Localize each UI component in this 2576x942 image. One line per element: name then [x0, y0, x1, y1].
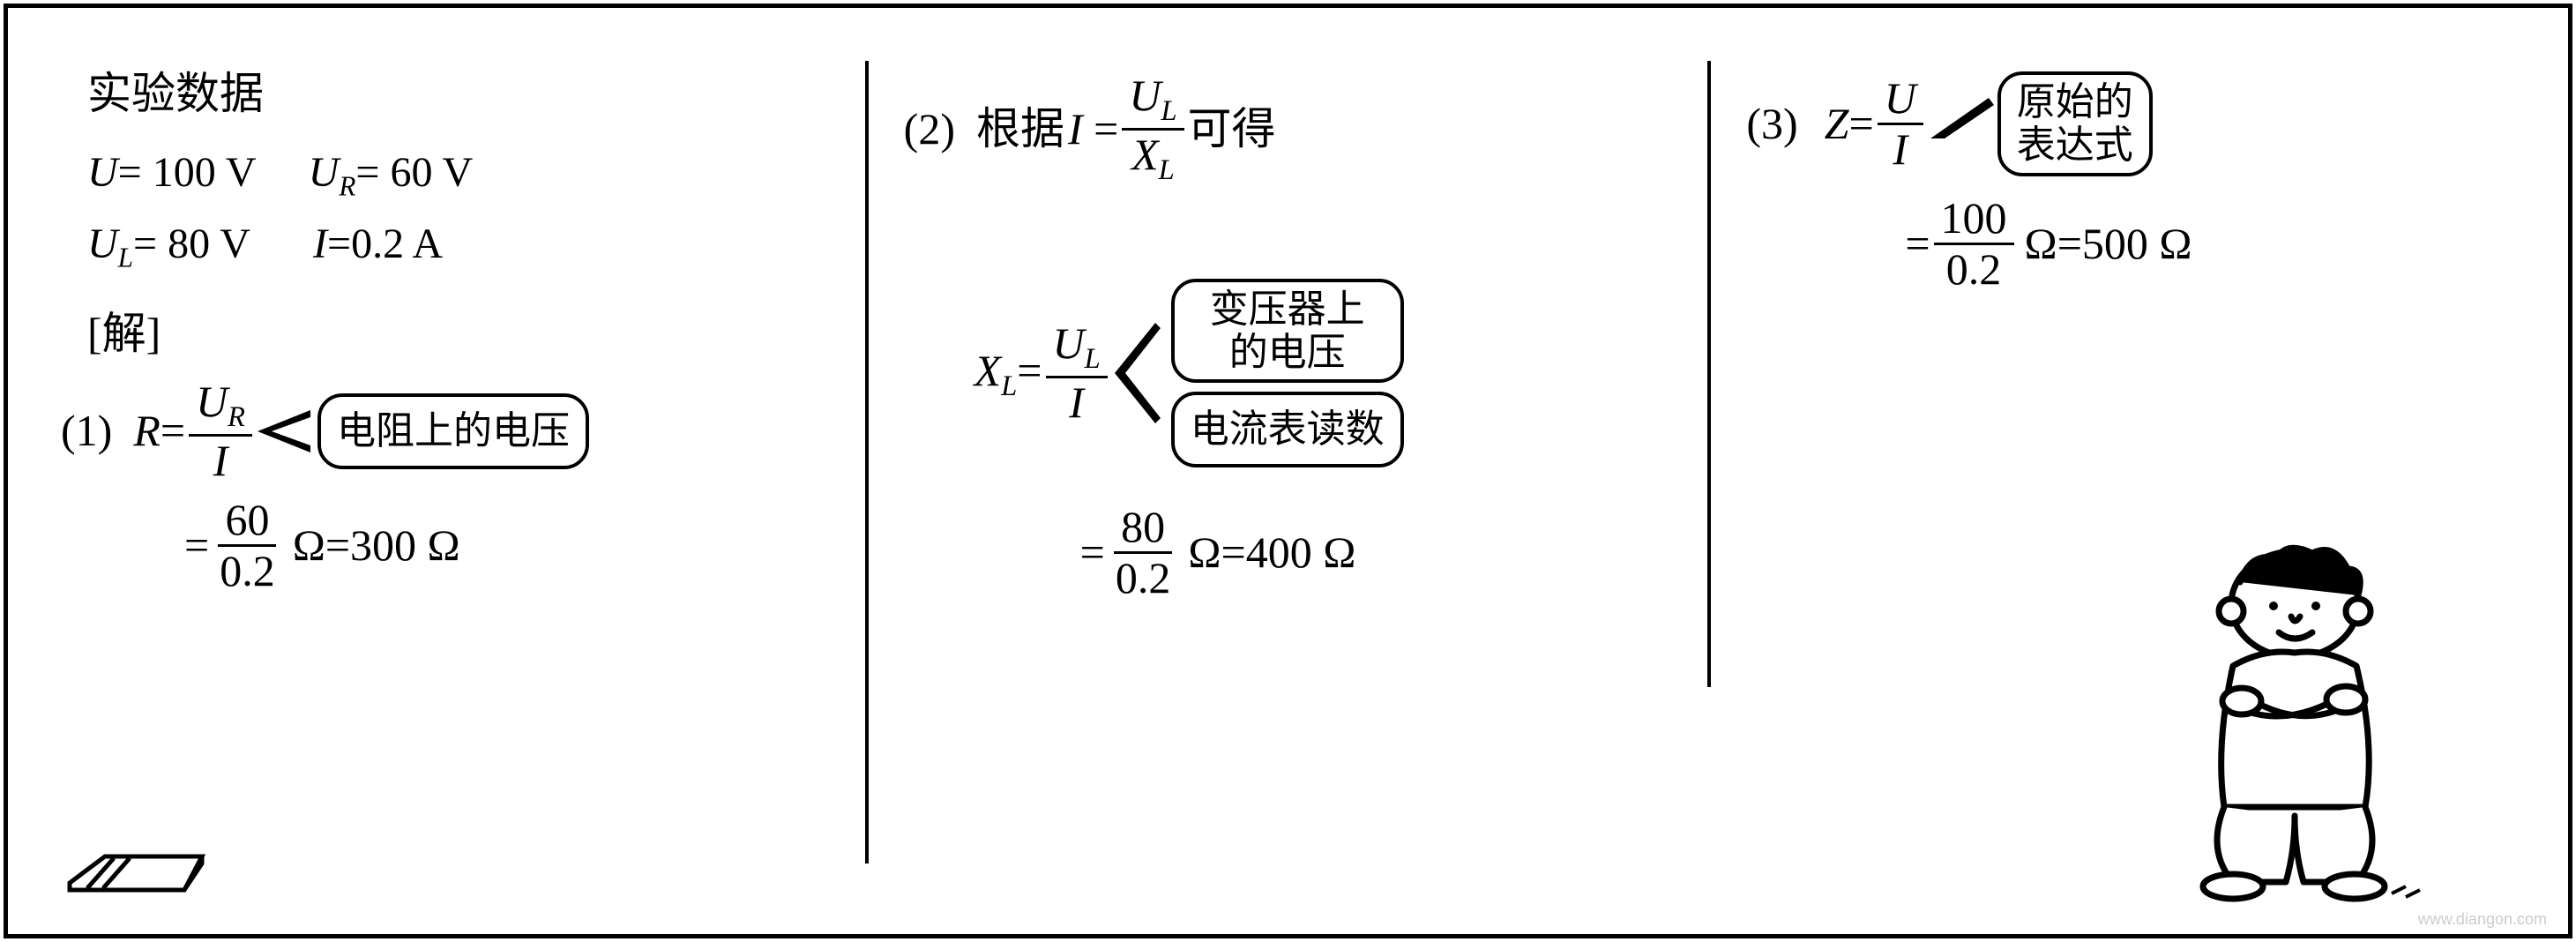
watermark-text: www.diangon.com: [2418, 910, 2547, 929]
pointer-icon: [256, 405, 317, 458]
panel3-eq: (3) Z= U I 原始的表达式: [1746, 71, 2515, 176]
val-I: I=0.2 A: [313, 221, 443, 267]
intro-pre: 根据: [976, 96, 1064, 162]
intro-var: I =: [1068, 96, 1118, 162]
panel-3: (3) Z= U I 原始的表达式 = 100 0.2 Ω=500 Ω: [1711, 43, 2550, 916]
panel3-calc: = 100 0.2 Ω=500 Ω: [1905, 194, 2515, 294]
eq1-frac: UR I: [189, 378, 252, 485]
calc3-eq: =: [1905, 211, 1930, 277]
calc2-frac: 80 0.2: [1109, 503, 1178, 602]
book-icon: [61, 821, 220, 901]
calc1-eq: =: [184, 512, 209, 579]
calc3-frac: 100 0.2: [1934, 194, 2014, 294]
calc1-frac: 60 0.2: [213, 496, 282, 595]
panel1-data-row-2: UL= 80 V I=0.2 A: [87, 213, 830, 279]
panel1-heading: 实验数据: [87, 61, 830, 127]
intro-frac: UL XL: [1122, 71, 1183, 187]
eq3-lhs: Z=: [1825, 91, 1874, 157]
person-icon: [2127, 534, 2445, 904]
eq2-frac: UL I: [1046, 319, 1108, 427]
solve-label: [解]: [87, 301, 830, 367]
fork-pointer-icon: [1111, 307, 1164, 439]
panel2-intro: (2) 根据 I = UL XL 可得: [904, 71, 1673, 187]
panel1-data-row-1: U= 100 V UR= 60 V: [87, 141, 830, 207]
step1-label: (1): [61, 398, 112, 464]
step2-label: (2): [904, 96, 955, 162]
calc2-result: Ω=400 Ω: [1188, 520, 1355, 586]
callout-stack: 变压器上的电压 电流表读数: [1171, 279, 1404, 468]
pointer-icon-3: [1927, 93, 1997, 154]
callout-ammeter-reading: 电流表读数: [1171, 392, 1404, 467]
callout-transformer-voltage: 变压器上的电压: [1171, 279, 1404, 384]
eq1-lhs: R=: [133, 398, 185, 464]
eq2-lhs: XL=: [974, 338, 1042, 408]
callout-original-expression: 原始的表达式: [1997, 71, 2153, 176]
panel2-eq: XL= UL I 变压器上的电压 电流表读数: [974, 279, 1673, 468]
callout-resistor-voltage: 电阻上的电压: [317, 393, 589, 469]
panel-1: 实验数据 U= 100 V UR= 60 V UL= 80 V I=0.2 A …: [26, 43, 865, 916]
calc2-eq: =: [1080, 520, 1105, 586]
calc3-result: Ω=500 Ω: [2025, 211, 2192, 277]
intro-post: 可得: [1188, 96, 1276, 162]
panel1-eq1: (1) R= UR I 电阻上的电压: [61, 378, 830, 485]
val-UL: UL= 80 V: [87, 221, 250, 267]
panel-2: (2) 根据 I = UL XL 可得 XL= UL I 变压器上的电压 电流表…: [869, 43, 1708, 916]
val-U: U= 100 V: [87, 149, 256, 196]
panel2-calc: = 80 0.2 Ω=400 Ω: [1080, 503, 1673, 602]
eq3-frac: U I: [1878, 74, 1923, 174]
outer-frame: 实验数据 U= 100 V UR= 60 V UL= 80 V I=0.2 A …: [4, 4, 2572, 938]
panel1-calc: = 60 0.2 Ω=300 Ω: [184, 496, 830, 595]
val-UR: UR= 60 V: [309, 149, 474, 196]
calc1-result: Ω=300 Ω: [293, 512, 460, 579]
step3-label: (3): [1746, 91, 1797, 157]
